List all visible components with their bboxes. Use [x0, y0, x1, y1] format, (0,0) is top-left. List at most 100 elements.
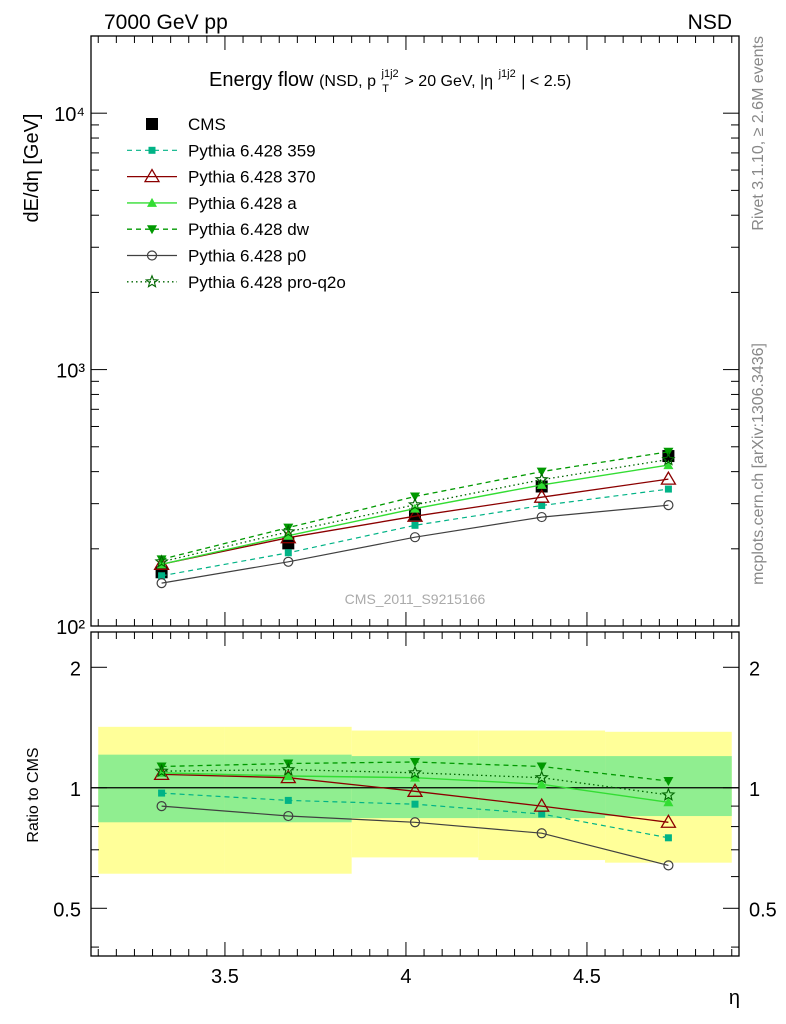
main-point-cms-2 — [409, 508, 421, 521]
ratio-point-pythia-6-428-pro-q2o-0 — [154, 763, 169, 778]
ratio-y-axis-label: Ratio to CMS — [25, 747, 42, 842]
ratio-point-pythia-6-428-359-3 — [538, 810, 546, 818]
ratio-point-pythia-6-428-pro-q2o-3 — [534, 770, 549, 784]
legend: CMS Pythia 6.428 359 Pythia 6.428 370 Pythi… — [127, 115, 346, 292]
ratio-point-pythia-6-428-359-1 — [284, 796, 292, 804]
ratio-point-pythia-6-428-dw-0 — [156, 762, 167, 772]
main-line-pythia-6-428-p0 — [161, 504, 669, 584]
main-panel-series — [153, 447, 677, 589]
ratio-point-pythia-6-428-dw-4 — [663, 776, 674, 786]
ratio-y-tick-label-right: 2 — [749, 658, 760, 680]
main-line-pythia-6-428-359 — [161, 488, 669, 577]
legend-marker-pythia-6-428-dw — [147, 225, 157, 235]
ratio-point-pythia-6-428-359-0 — [158, 789, 166, 797]
ratio-y-tick-label: 2 — [70, 658, 81, 680]
ratio-point-pythia-6-428-dw-2 — [410, 757, 420, 767]
legend-label-pythia-6-428-pro-q2o: Pythia 6.428 pro-q2o — [188, 273, 346, 292]
ratio-point-pythia-6-428-p0-3 — [536, 828, 547, 839]
legend-label-pythia-6-428-dw: Pythia 6.428 dw — [188, 220, 310, 239]
ratio-y-tick-label-right: 1 — [749, 779, 760, 801]
main-panel-ticks: 10² 10³ 10⁴ — [54, 35, 739, 639]
ratio-point-pythia-6-428-a-4 — [663, 797, 674, 807]
ratio-point-pythia-6-428-pro-q2o-1 — [281, 762, 296, 776]
main-point-pythia-6-428-pro-q2o-4 — [661, 452, 676, 466]
ratio-line-pythia-6-428-p0 — [161, 805, 669, 866]
main-point-pythia-6-428-dw-1 — [283, 523, 294, 533]
plot-title: Energy flow (NSD, p j1j2 T > 20 GeV, |η … — [209, 60, 571, 97]
legend-label-pythia-6-428-370: Pythia 6.428 370 — [188, 168, 316, 187]
main-point-pythia-6-428-a-3 — [536, 479, 547, 489]
ratio-point-pythia-6-428-p0-0 — [156, 801, 167, 812]
ratio-point-pythia-6-428-359-4 — [664, 834, 672, 842]
ratio-point-pythia-6-428-p0-2 — [409, 817, 421, 828]
main-point-cms-1 — [282, 537, 295, 550]
main-point-pythia-6-428-p0-3 — [536, 511, 547, 523]
main-line-pythia-6-428-370 — [161, 478, 669, 565]
ratio-panel-series — [153, 757, 677, 871]
legend-marker-pythia-6-428-370 — [143, 168, 161, 183]
main-point-pythia-6-428-370-4 — [660, 470, 677, 485]
main-line-pythia-6-428-pro-q2o — [161, 458, 669, 563]
main-point-pythia-6-428-dw-0 — [156, 555, 167, 565]
main-point-pythia-6-428-dw-3 — [536, 467, 547, 477]
main-point-pythia-6-428-pro-q2o-3 — [534, 472, 549, 486]
main-point-pythia-6-428-359-4 — [664, 485, 672, 493]
ratio-point-pythia-6-428-p0-4 — [663, 860, 674, 871]
main-point-pythia-6-428-370-3 — [533, 488, 550, 503]
ratio-point-pythia-6-428-dw-3 — [536, 762, 547, 772]
ratio-point-pythia-6-428-pro-q2o-2 — [407, 765, 423, 779]
y-axis-label: dE/dη [GeV] — [21, 114, 43, 223]
header-energy-label: 7000 GeV pp — [104, 11, 228, 34]
main-point-pythia-6-428-pro-q2o-0 — [154, 554, 169, 568]
main-point-pythia-6-428-p0-1 — [283, 556, 294, 567]
legend-label-pythia-6-428-359: Pythia 6.428 359 — [188, 141, 316, 160]
main-point-pythia-6-428-p0-4 — [663, 500, 674, 511]
main-point-pythia-6-428-370-2 — [406, 507, 424, 522]
legend-marker-pythia-6-428-p0 — [146, 250, 158, 261]
ratio-point-pythia-6-428-370-4 — [660, 813, 677, 828]
main-point-pythia-6-428-p0-2 — [409, 532, 421, 543]
ratio-y-tick-label: 0.5 — [53, 899, 81, 921]
legend-label-cms: CMS — [188, 115, 226, 134]
main-point-pythia-6-428-359-1 — [284, 549, 292, 557]
rivet-version-label: Rivet 3.1.10, ≥ 2.6M events — [750, 36, 767, 231]
main-panel-frame — [90, 35, 740, 627]
ratio-line-pythia-6-428-370 — [161, 773, 669, 823]
main-point-pythia-6-428-a-4 — [663, 460, 674, 470]
x-tick-label: 4.5 — [573, 966, 601, 988]
analysis-watermark: CMS_2011_S9215166 — [345, 591, 486, 607]
main-y-tick-label: 10⁴ — [54, 104, 85, 126]
legend-marker-pythia-6-428-pro-q2o — [144, 274, 160, 288]
legend-marker-cms — [146, 118, 158, 130]
header-process-label: NSD — [688, 11, 732, 34]
ratio-point-pythia-6-428-a-2 — [410, 772, 420, 782]
ratio-point-pythia-6-428-a-1 — [283, 771, 294, 781]
ratio-point-pythia-6-428-370-3 — [533, 797, 550, 812]
ratio-point-pythia-6-428-a-0 — [156, 767, 167, 777]
ratio-panel-ticks: 3.5 4 4.5 0.5 0.5 1 1 2 2 — [53, 632, 777, 988]
ratio-point-pythia-6-428-359-2 — [411, 800, 419, 808]
legend-marker-pythia-6-428-a — [147, 197, 157, 207]
main-point-pythia-6-428-359-2 — [411, 521, 419, 529]
legend-label-pythia-6-428-a: Pythia 6.428 a — [188, 194, 297, 213]
ratio-point-pythia-6-428-a-3 — [536, 779, 547, 789]
main-point-pythia-6-428-a-2 — [410, 503, 420, 513]
ratio-point-pythia-6-428-370-2 — [406, 783, 424, 797]
ratio-panel-frame — [90, 631, 740, 957]
main-point-pythia-6-428-dw-2 — [410, 492, 420, 502]
mcplots-reference-label: mcplots.cern.ch [arXiv:1306.3436] — [750, 343, 767, 585]
x-tick-label: 4 — [400, 966, 411, 988]
ratio-point-pythia-6-428-pro-q2o-4 — [661, 787, 676, 801]
ratio-point-pythia-6-428-p0-1 — [283, 810, 294, 822]
main-point-pythia-6-428-359-0 — [158, 572, 166, 580]
main-point-pythia-6-428-pro-q2o-1 — [281, 524, 296, 538]
x-tick-label: 3.5 — [211, 966, 239, 988]
legend-label-pythia-6-428-p0: Pythia 6.428 p0 — [188, 247, 306, 266]
main-point-pythia-6-428-pro-q2o-2 — [407, 497, 423, 511]
main-point-pythia-6-428-a-1 — [283, 530, 294, 540]
ratio-inner-band-bin-4 — [605, 756, 732, 817]
ratio-y-tick-label: 1 — [70, 779, 81, 801]
ratio-line-pythia-6-428-pro-q2o — [161, 768, 669, 796]
main-y-tick-label: 10³ — [56, 361, 85, 383]
